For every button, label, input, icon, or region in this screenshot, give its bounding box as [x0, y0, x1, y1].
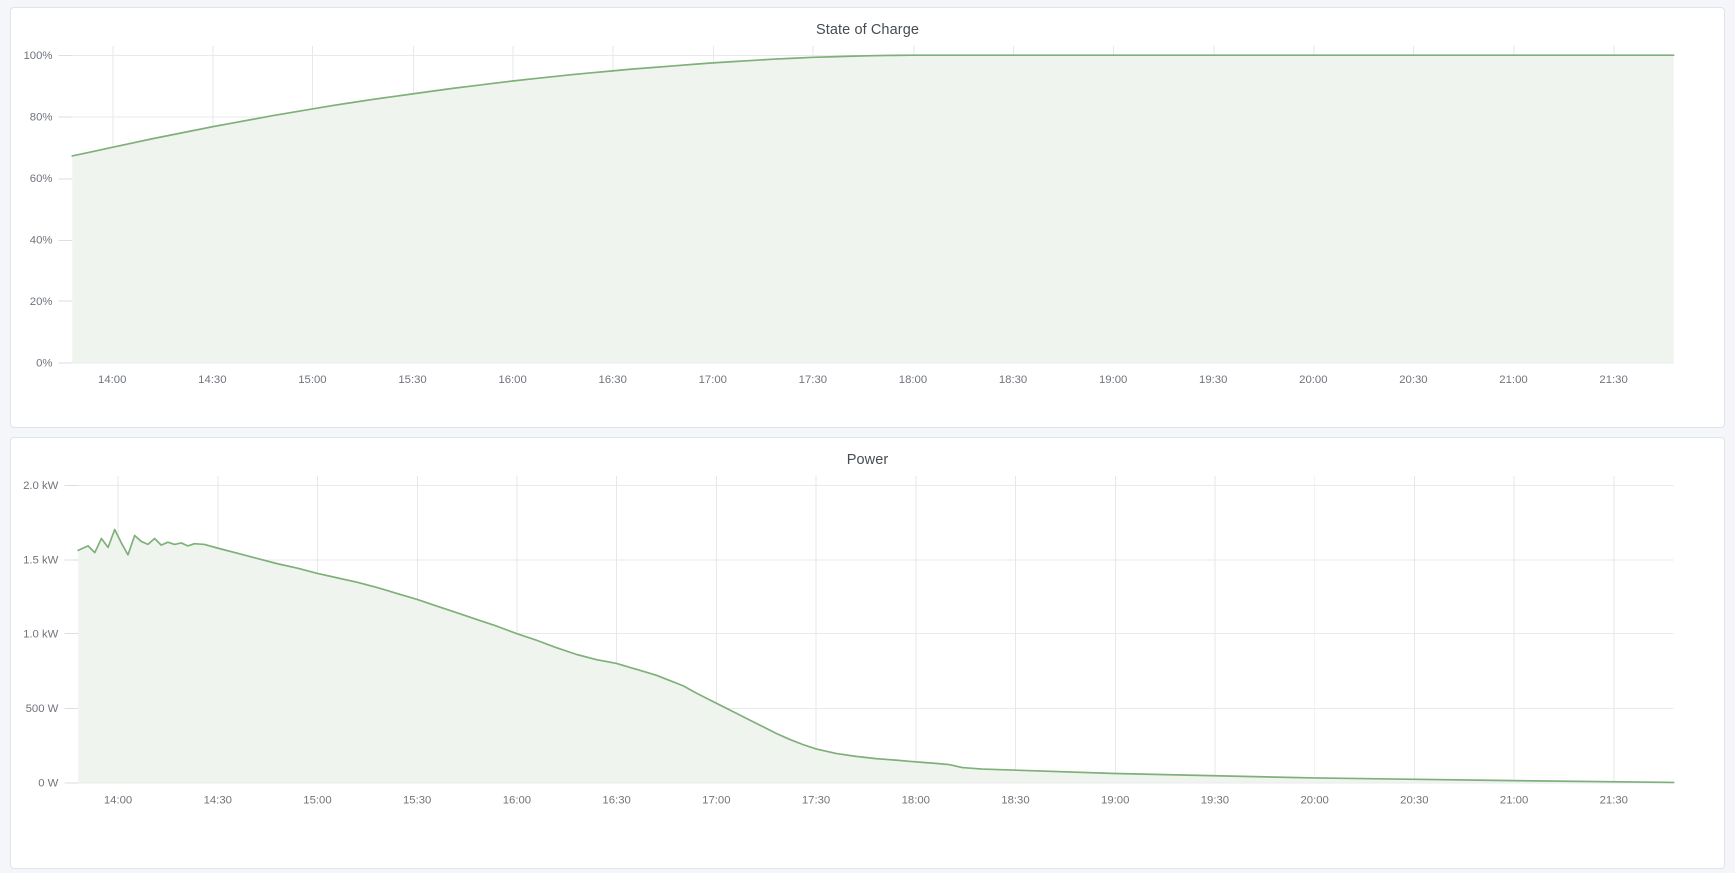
x-axis-labels: 14:00 14:30 15:00 15:30 16:00 16:30 17:00 17:30… [98, 374, 1628, 386]
x-tick-label: 17:00 [699, 374, 727, 386]
x-tick-label: 18:00 [899, 374, 927, 386]
series-group [71, 54, 1675, 363]
x-tick-label: 19:30 [1199, 374, 1227, 386]
y-tick-label: 500 W [26, 703, 59, 715]
x-tick-label: 18:00 [902, 794, 930, 806]
series-line-state-of-charge [71, 54, 1675, 157]
x-tick-label: 21:30 [1600, 794, 1628, 806]
x-tick-label: 16:30 [602, 794, 630, 806]
y-axis-labels: 100% 80% 60% 40% 20% 0% [23, 50, 52, 369]
x-tick-label: 19:30 [1201, 794, 1229, 806]
panel-title-power: Power [846, 452, 889, 468]
x-tick-label: 20:00 [1299, 374, 1327, 386]
panel-state-of-charge: State of Charge 100% 80% 60% 40% 20% 0% 14:00 1… [10, 7, 1725, 428]
x-axis-labels: 14:00 14:30 15:00 15:30 16:00 16:30 17:00 17:30… [104, 794, 1628, 806]
series-group [77, 528, 1675, 784]
x-tick-label: 18:30 [1001, 794, 1029, 806]
y-axis-labels: 2.0 kW 1.5 kW 1.0 kW 500 W 0 W [23, 480, 59, 790]
y-tick-label: 20% [30, 296, 53, 308]
series-area-power [78, 529, 1674, 783]
x-tick-label: 14:30 [204, 794, 232, 806]
x-tick-label: 20:00 [1300, 794, 1328, 806]
x-tick-label: 15:00 [298, 374, 326, 386]
y-tick-label: 1.5 kW [23, 554, 59, 566]
x-tick-label: 14:00 [98, 374, 126, 386]
y-tick-label: 80% [30, 112, 53, 124]
chart-svg-power[interactable]: 2.0 kW 1.5 kW 1.0 kW 500 W 0 W 14:00 14:30 15:0… [11, 472, 1724, 868]
x-tick-label: 15:30 [403, 794, 431, 806]
x-tick-label: 17:30 [799, 374, 827, 386]
chart-power[interactable]: 2.0 kW 1.5 kW 1.0 kW 500 W 0 W 14:00 14:30 15:0… [11, 472, 1724, 868]
x-tick-label: 15:30 [398, 374, 426, 386]
y-tick-label: 100% [23, 50, 52, 62]
y-tick-label: 60% [30, 173, 53, 185]
x-tick-label: 18:30 [999, 374, 1027, 386]
y-tick-label: 2.0 kW [23, 480, 59, 492]
x-tick-label: 20:30 [1399, 374, 1427, 386]
y-tick-label: 1.0 kW [23, 629, 59, 641]
chart-state-of-charge[interactable]: 100% 80% 60% 40% 20% 0% 14:00 14:30 15:00 15:30 16… [11, 42, 1724, 427]
x-tick-label: 16:00 [503, 794, 531, 806]
y-tick-label: 0% [36, 357, 52, 369]
panel-title-state-of-charge: State of Charge [815, 22, 920, 38]
x-tick-label: 19:00 [1101, 794, 1129, 806]
x-tick-label: 15:00 [303, 794, 331, 806]
y-tick-label: 40% [30, 234, 53, 246]
x-tick-label: 16:00 [498, 374, 526, 386]
series-area-state-of-charge [72, 55, 1674, 363]
y-tick-label: 0 W [38, 777, 58, 789]
x-tick-label: 14:30 [198, 374, 226, 386]
x-tick-label: 21:30 [1599, 374, 1627, 386]
chart-svg-state-of-charge[interactable]: 100% 80% 60% 40% 20% 0% 14:00 14:30 15:00 15:30 16… [11, 42, 1724, 427]
x-tick-label: 20:30 [1400, 794, 1428, 806]
series-line-power [77, 528, 1675, 784]
x-tick-label: 21:00 [1500, 794, 1528, 806]
x-tick-label: 14:00 [104, 794, 132, 806]
x-tick-label: 17:30 [802, 794, 830, 806]
x-tick-label: 16:30 [599, 374, 627, 386]
x-tick-label: 19:00 [1099, 374, 1127, 386]
x-tick-label: 17:00 [702, 794, 730, 806]
x-tick-label: 21:00 [1499, 374, 1527, 386]
